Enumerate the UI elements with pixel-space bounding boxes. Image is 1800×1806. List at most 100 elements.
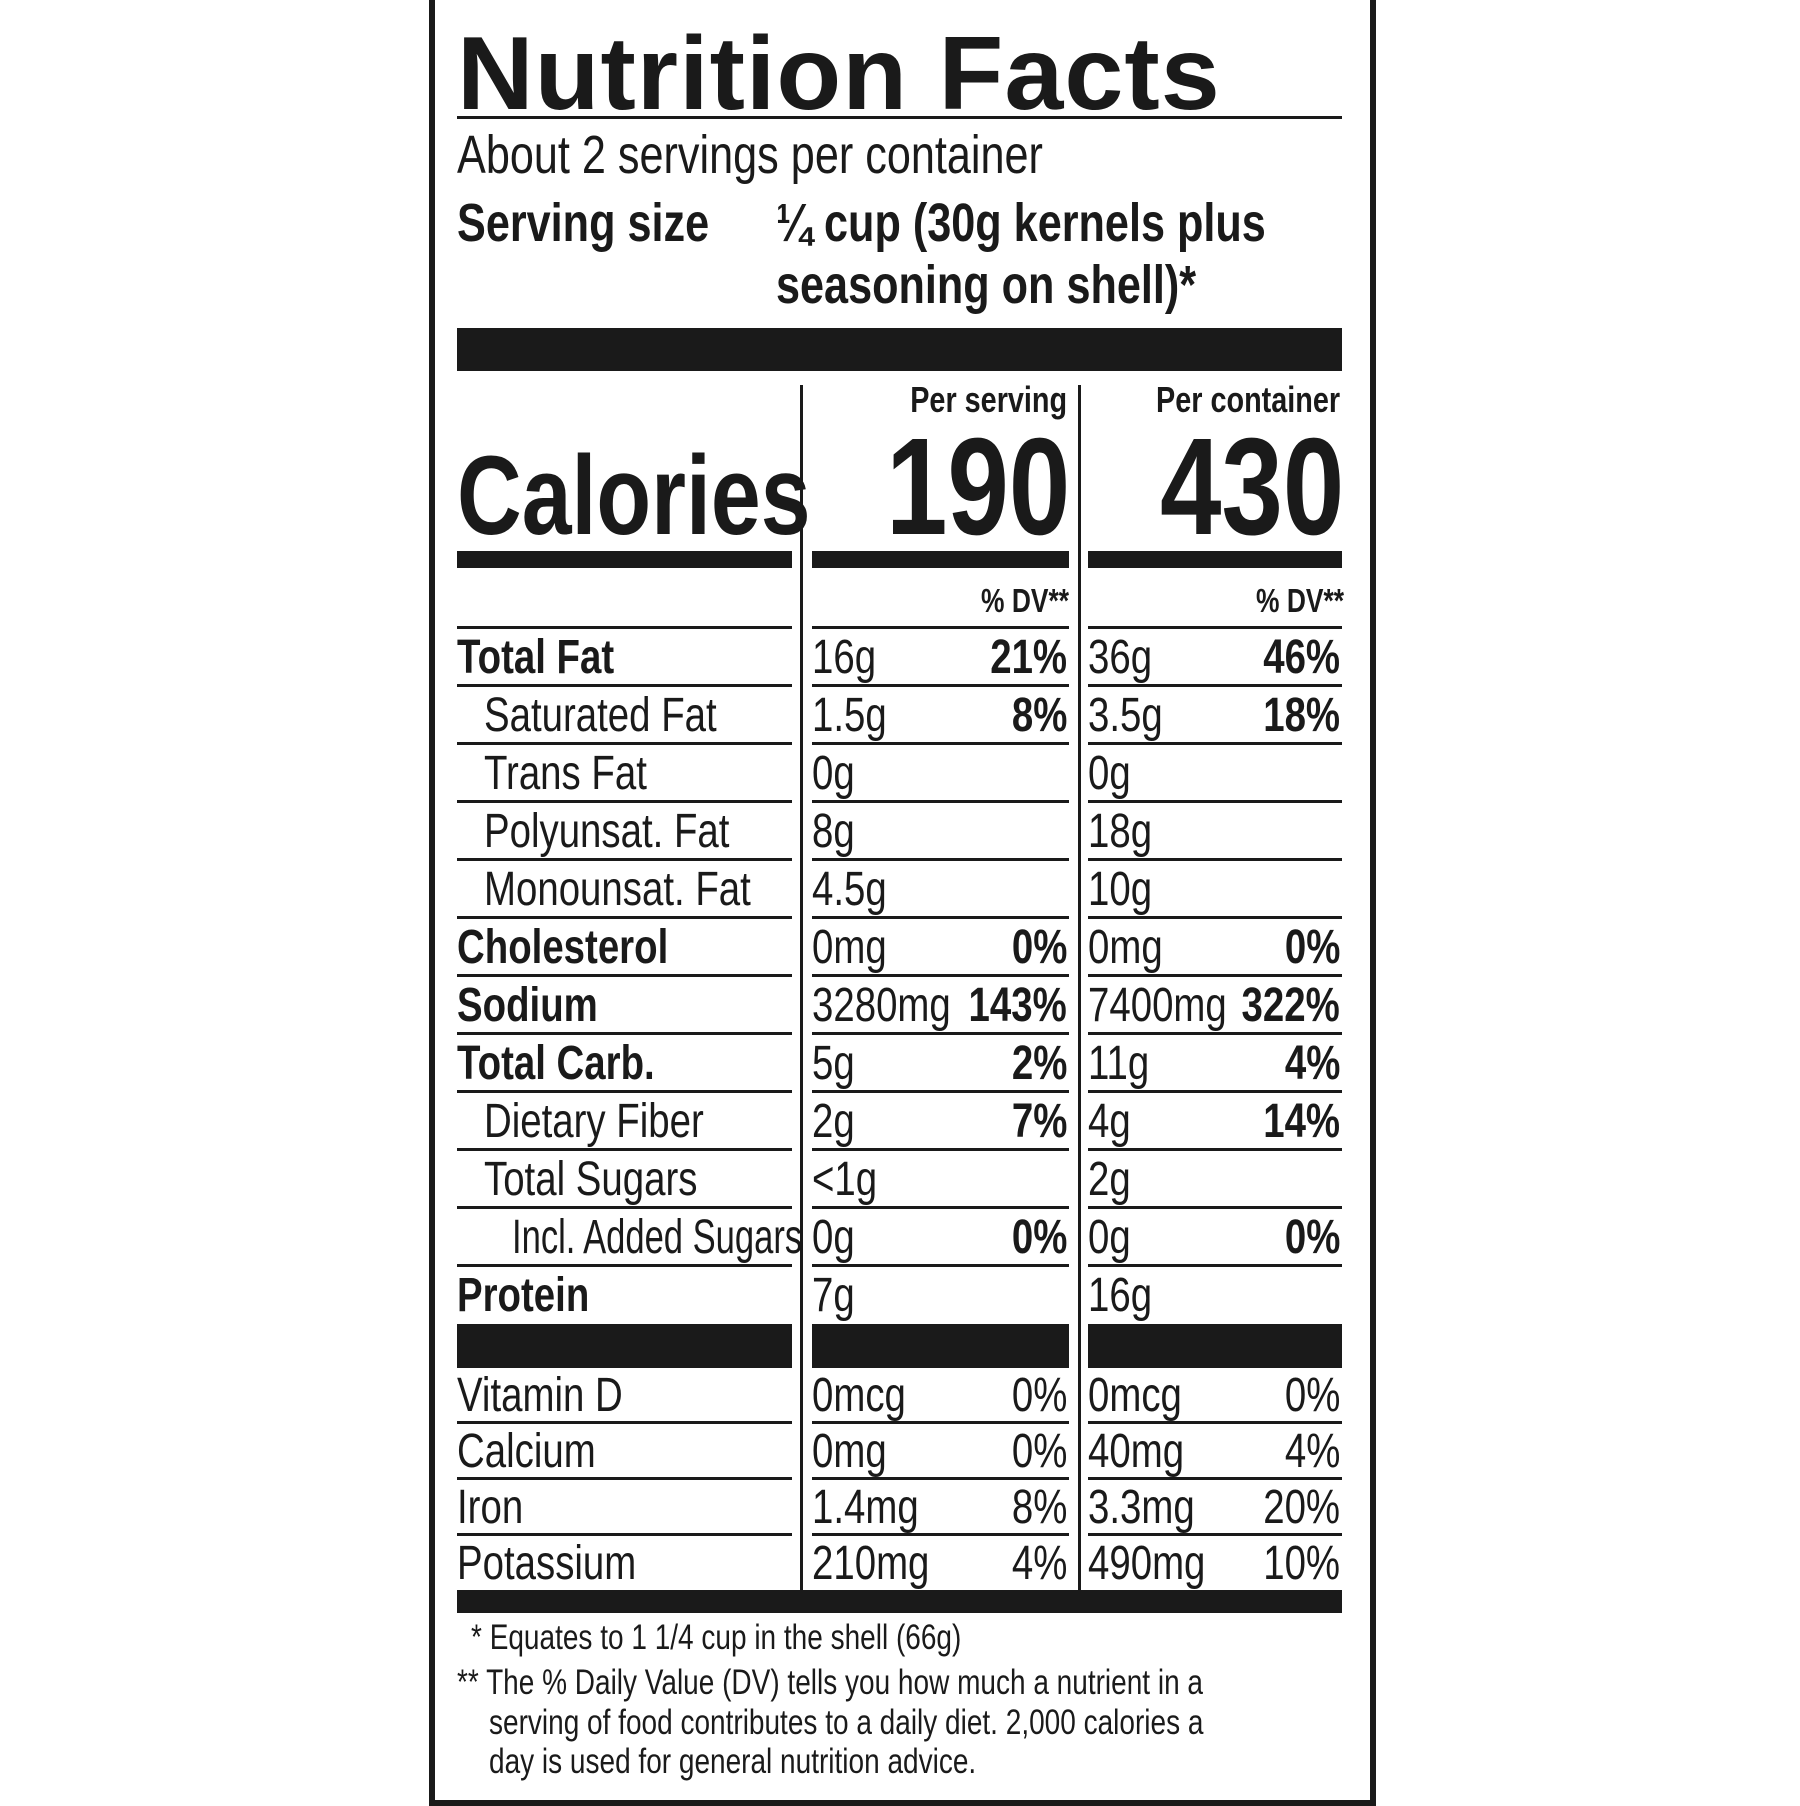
nutrient-name: Incl. Added Sugars xyxy=(512,1211,803,1264)
dv-text: 2% xyxy=(1011,1037,1068,1090)
nutrient-name: Total Carb. xyxy=(457,1037,655,1090)
amount-text: 5g xyxy=(812,1037,855,1090)
amount-per-serving: 7g xyxy=(812,1267,865,1325)
dv-text: 0% xyxy=(1284,1369,1341,1422)
amount-per-container: 18g xyxy=(1088,803,1168,861)
servings-per-container: About 2 servings per container xyxy=(457,125,1043,185)
dv-text: 0% xyxy=(1284,921,1341,974)
amount-text: 210mg xyxy=(812,1537,930,1590)
thick-bar-bottom xyxy=(457,1590,1342,1613)
amount-text: 0g xyxy=(812,1211,855,1264)
dv-text: 0% xyxy=(1011,921,1068,974)
thick-bar-mid xyxy=(1088,1324,1342,1368)
per-container-cell: 4g 14% xyxy=(1088,1093,1342,1151)
nutrient-name: Dietary Fiber xyxy=(484,1095,704,1148)
per-serving-cell: 0mg 0% xyxy=(812,919,1069,977)
amount-text: 36g xyxy=(1088,631,1153,684)
per-serving-cell: 4.5g xyxy=(812,861,1069,919)
amount-per-serving: 210mg xyxy=(812,1536,959,1592)
calories-per-serving: 190 xyxy=(885,410,1070,564)
dv-text: 7% xyxy=(1011,1095,1068,1148)
per-container-cell: 0mcg 0% xyxy=(1088,1368,1342,1424)
amount-text: 7g xyxy=(812,1269,855,1322)
table-row: Calcium 0mg 0% 40mg 4% xyxy=(457,1424,1342,1480)
amount-per-serving: 0g xyxy=(812,1209,865,1267)
amount-per-container: 490mg xyxy=(1088,1536,1235,1592)
dv-per-container: 46% xyxy=(1244,629,1340,687)
amount-per-container: 40mg xyxy=(1088,1424,1208,1480)
nutrient-name-cell: Iron xyxy=(457,1480,792,1536)
thick-bar-mid xyxy=(457,1324,792,1368)
amount-text: 2g xyxy=(1088,1153,1131,1206)
nutrient-name: Cholesterol xyxy=(457,921,669,974)
dv-per-serving: 4% xyxy=(998,1536,1068,1592)
dv-per-container: 4% xyxy=(1271,1035,1341,1093)
per-container-header: Per container xyxy=(1155,379,1340,420)
amount-per-container: 11g xyxy=(1088,1035,1165,1093)
table-row: Sodium 3280mg 143% 7400mg 322% xyxy=(457,977,1342,1035)
title-rule xyxy=(457,116,1342,119)
amount-per-serving: 0mcg xyxy=(812,1368,929,1424)
per-container-cell: 0g xyxy=(1088,745,1342,803)
nutrient-name: Protein xyxy=(457,1269,590,1322)
amount-text: 0mcg xyxy=(1088,1369,1182,1422)
dv-text: 4% xyxy=(1284,1425,1341,1478)
dv-text: 8% xyxy=(1011,1481,1068,1534)
amount-per-serving: 16g xyxy=(812,629,892,687)
nutrient-name-cell: Cholesterol xyxy=(457,919,792,977)
dv-per-serving: 8% xyxy=(998,1480,1068,1536)
table-row: Trans Fat 0g 0g xyxy=(457,745,1342,803)
thick-bar-mid xyxy=(812,1324,1069,1368)
dv-text: 20% xyxy=(1263,1481,1340,1534)
amount-per-container: 0mg xyxy=(1088,919,1181,977)
per-serving-cell: 210mg 4% xyxy=(812,1536,1069,1592)
amount-text: 3.5g xyxy=(1088,689,1163,742)
dv-header-container: % DV** xyxy=(1255,582,1344,619)
amount-per-container: 16g xyxy=(1088,1267,1168,1325)
nutrient-name-cell: Total Sugars xyxy=(457,1151,792,1209)
per-container-cell: 3.3mg 20% xyxy=(1088,1480,1342,1536)
amount-text: 4g xyxy=(1088,1095,1131,1148)
nutrient-name-cell: Total Fat xyxy=(457,629,792,687)
calories-label: Calories xyxy=(457,433,811,558)
per-serving-cell: 0g xyxy=(812,745,1069,803)
per-container-cell: 16g xyxy=(1088,1267,1342,1322)
dv-text: 46% xyxy=(1263,631,1340,684)
per-serving-cell: 5g 2% xyxy=(812,1035,1069,1093)
amount-text: 3280mg xyxy=(812,979,951,1032)
amount-per-container: 2g xyxy=(1088,1151,1141,1209)
dv-text: 143% xyxy=(968,979,1067,1032)
per-serving-cell: <1g xyxy=(812,1151,1069,1209)
amount-text: 1.5g xyxy=(812,689,887,742)
per-container-cell: 490mg 10% xyxy=(1088,1536,1342,1592)
amount-per-serving: 5g xyxy=(812,1035,865,1093)
per-container-cell: 0mg 0% xyxy=(1088,919,1342,977)
per-container-cell: 40mg 4% xyxy=(1088,1424,1342,1480)
calories-bar xyxy=(1088,551,1342,568)
per-container-cell: 7400mg 322% xyxy=(1088,977,1342,1035)
nutrient-name-cell: Saturated Fat xyxy=(457,687,792,745)
amount-text: 16g xyxy=(812,631,877,684)
per-container-cell: 3.5g 18% xyxy=(1088,687,1342,745)
dv-text: 0% xyxy=(1011,1211,1068,1264)
per-serving-cell: 0mg 0% xyxy=(812,1424,1069,1480)
dv-text: 4% xyxy=(1011,1537,1068,1590)
per-serving-cell: 16g 21% xyxy=(812,629,1069,687)
nutrient-name: Saturated Fat xyxy=(484,689,717,742)
dv-per-serving: 0% xyxy=(998,1424,1068,1480)
thick-bar-top xyxy=(457,328,1342,371)
amount-per-serving: 2g xyxy=(812,1093,865,1151)
amount-per-container: 3.5g xyxy=(1088,687,1181,745)
dv-per-serving: 0% xyxy=(998,1209,1068,1267)
per-container-cell: 18g xyxy=(1088,803,1342,861)
dv-text: 0% xyxy=(1011,1369,1068,1422)
amount-text: 11g xyxy=(1088,1037,1150,1090)
dv-text: 10% xyxy=(1263,1537,1340,1590)
per-serving-cell: 8g xyxy=(812,803,1069,861)
nutrient-name: Polyunsat. Fat xyxy=(484,805,730,858)
dv-per-container: 18% xyxy=(1244,687,1340,745)
footnote-serving: * Equates to 1 1/4 cup in the shell (66g… xyxy=(471,1618,962,1657)
dv-per-container: 0% xyxy=(1271,919,1341,977)
amount-per-container: 0mcg xyxy=(1088,1368,1205,1424)
table-row: Total Carb. 5g 2% 11g 4% xyxy=(457,1035,1342,1093)
